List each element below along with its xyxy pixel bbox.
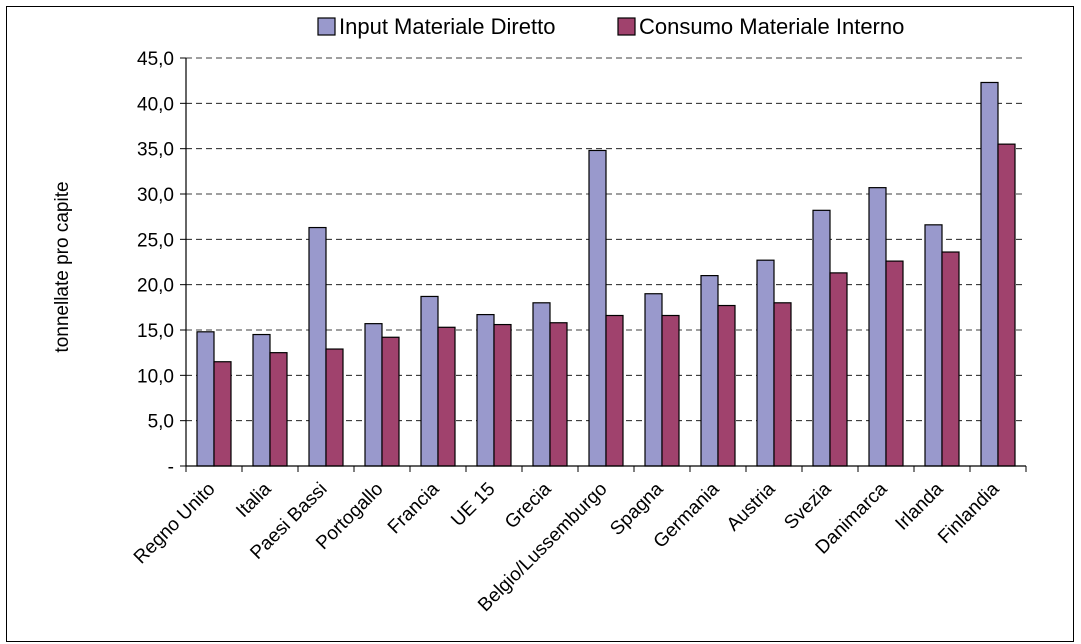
bar-input-materiale-diretto: [588, 149, 607, 467]
x-tick-label: Austria: [723, 478, 780, 535]
bar-consumo-materiale-interno: [381, 336, 400, 467]
y-tick-label: -: [168, 457, 174, 478]
bar-input-materiale-diretto: [700, 275, 719, 467]
bar-consumo-materiale-interno: [997, 143, 1016, 467]
y-tick-label: 45,0: [137, 49, 174, 70]
y-tick-label: 5,0: [148, 412, 174, 433]
y-tick-label: 30,0: [137, 185, 174, 206]
bar-input-materiale-diretto: [980, 81, 999, 467]
y-tick-label: 20,0: [137, 276, 174, 297]
y-axis-ticks: - 5,0 10,0 15,0 20,0 25,0 30,0 35,0 40,0 45,0: [137, 49, 186, 478]
bar-consumo-materiale-interno: [437, 326, 456, 467]
bar-consumo-materiale-interno: [549, 322, 568, 467]
bar-input-materiale-diretto: [812, 209, 831, 467]
bar-consumo-materiale-interno: [773, 302, 792, 467]
legend-item-input-materiale-diretto: Input Materiale Diretto: [317, 14, 555, 39]
axes: [185, 58, 1026, 467]
bar-consumo-materiale-interno: [661, 314, 680, 467]
bar-input-materiale-diretto: [196, 331, 215, 467]
bar-consumo-materiale-interno: [829, 272, 848, 467]
x-tick-label: Regno Unito: [130, 479, 220, 569]
bar-input-materiale-diretto: [868, 187, 887, 467]
x-tick-label: Grecia: [501, 478, 556, 533]
y-axis-title: tonnellate pro capite: [52, 181, 73, 352]
x-tick-label: Italia: [232, 478, 276, 522]
bar-input-materiale-diretto: [756, 259, 775, 467]
bar-consumo-materiale-interno: [941, 251, 960, 467]
bar-consumo-materiale-interno: [213, 361, 232, 467]
legend-item-consumo-materiale-interno: Consumo Materiale Interno: [617, 14, 904, 39]
bar-consumo-materiale-interno: [493, 323, 512, 467]
x-tick-label: Finlandia: [934, 478, 1004, 548]
legend-label: Input Materiale Diretto: [339, 14, 555, 39]
bar-consumo-materiale-interno: [605, 314, 624, 467]
y-tick-label: 40,0: [137, 94, 174, 115]
legend-swatch: [317, 17, 336, 36]
y-tick-label: 15,0: [137, 321, 174, 342]
x-tick-label: UE 15: [447, 479, 499, 531]
bar-input-materiale-diretto: [644, 293, 663, 467]
bar-consumo-materiale-interno: [269, 352, 288, 467]
y-tick-label: 35,0: [137, 140, 174, 161]
bar-consumo-materiale-interno: [885, 260, 904, 467]
bar-input-materiale-diretto: [532, 302, 551, 467]
bar-input-materiale-diretto: [476, 313, 495, 467]
x-tick-label: Francia: [384, 478, 444, 538]
bar-input-materiale-diretto: [924, 224, 943, 467]
legend-swatch: [617, 17, 636, 36]
bar-consumo-materiale-interno: [325, 348, 344, 467]
bar-input-materiale-diretto: [308, 226, 327, 467]
y-tick-label: 10,0: [137, 366, 174, 387]
bar-input-materiale-diretto: [420, 295, 439, 467]
bar-consumo-materiale-interno: [717, 304, 736, 467]
y-tick-label: 25,0: [137, 230, 174, 251]
x-tick-label: Irlanda: [892, 478, 948, 534]
bar-input-materiale-diretto: [364, 323, 383, 467]
legend: Input Materiale Diretto Consumo Materiale…: [317, 14, 904, 39]
bars: [196, 81, 1016, 467]
legend-label: Consumo Materiale Interno: [639, 14, 904, 39]
x-tick-label: Svezia: [780, 478, 835, 533]
bar-input-materiale-diretto: [252, 333, 271, 467]
